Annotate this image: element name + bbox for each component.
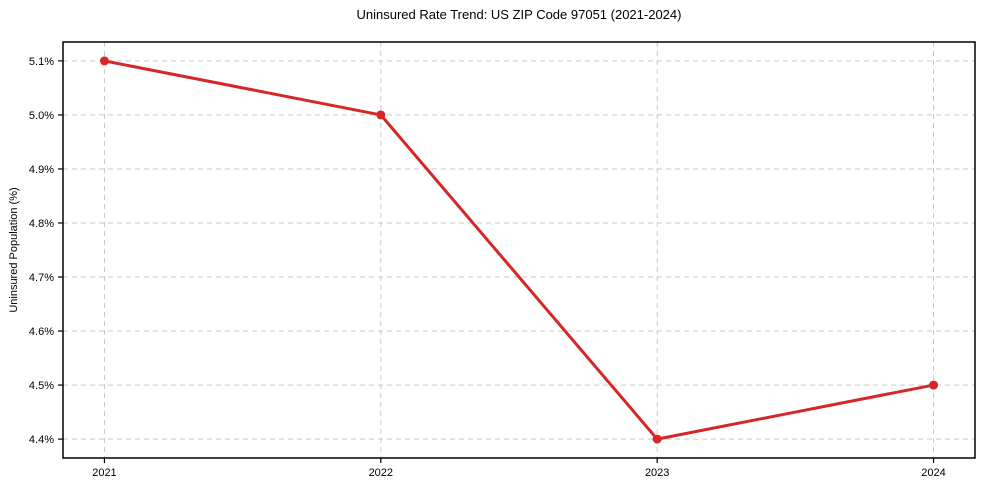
y-tick-label: 4.7% xyxy=(29,272,54,284)
y-tick-label: 4.4% xyxy=(29,434,54,446)
data-point xyxy=(99,56,109,66)
x-tick-label: 2023 xyxy=(645,467,669,479)
trend-line xyxy=(102,59,936,441)
x-tick-label: 2022 xyxy=(369,467,393,479)
y-tick-label: 5.1% xyxy=(29,56,54,68)
data-point xyxy=(929,380,939,390)
plot-border xyxy=(62,41,976,459)
chart-title: Uninsured Rate Trend: US ZIP Code 97051 … xyxy=(356,7,682,22)
y-tick-label: 4.6% xyxy=(29,326,54,338)
y-tick-label: 4.5% xyxy=(29,380,54,392)
y-tick-label: 5.0% xyxy=(29,110,54,122)
x-tick-label: 2024 xyxy=(921,467,945,479)
y-tick-label: 4.8% xyxy=(29,218,54,230)
data-point xyxy=(652,434,662,444)
data-point xyxy=(376,110,386,120)
x-tick-label: 2021 xyxy=(92,467,116,479)
y-tick-label: 4.9% xyxy=(29,164,54,176)
